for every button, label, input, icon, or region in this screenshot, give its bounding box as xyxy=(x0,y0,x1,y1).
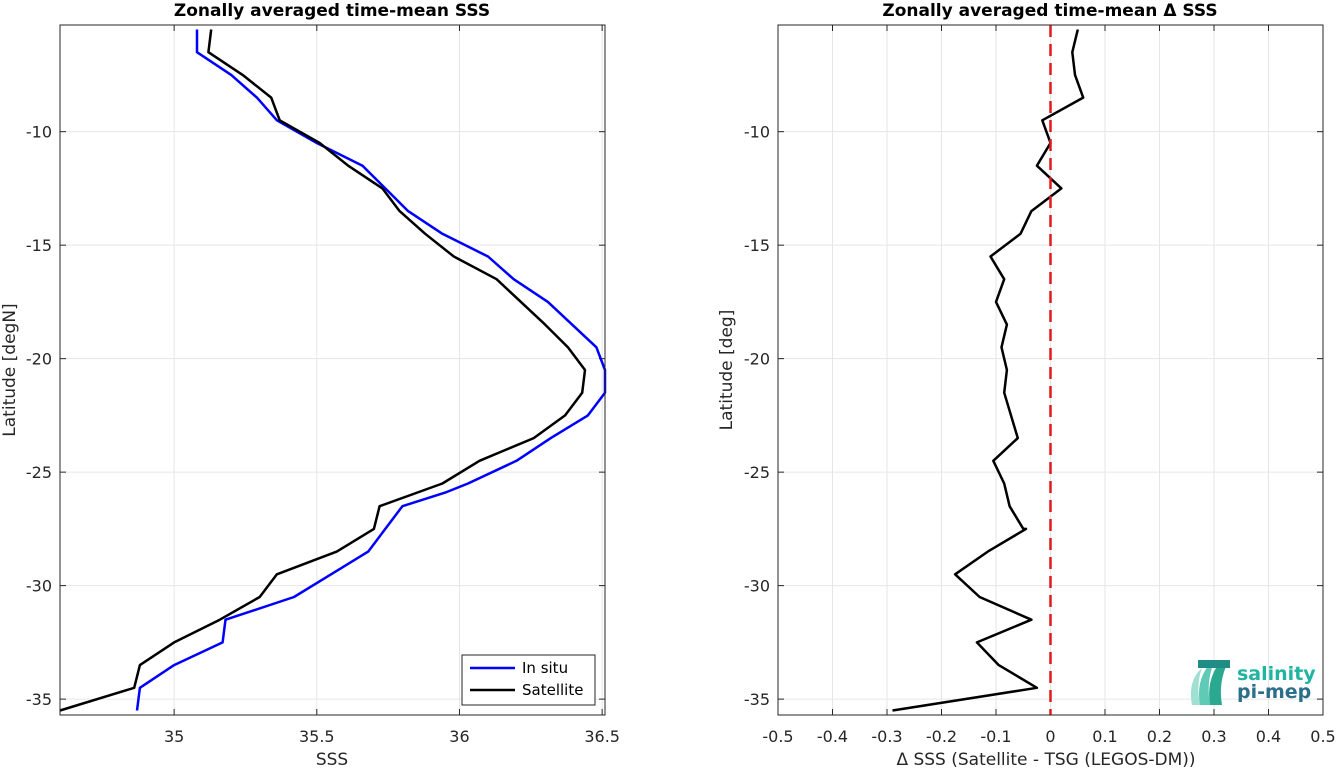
y-axis-label-sss: Latitude [degN] xyxy=(0,303,20,436)
y-tick-label: -15 xyxy=(744,236,770,255)
x-axis-label-sss: SSS xyxy=(316,750,348,769)
y-tick-label: -15 xyxy=(26,236,52,255)
x-tick-label: 0 xyxy=(1045,727,1055,746)
legend: In situ Satellite xyxy=(461,654,596,706)
y-tick-label: -10 xyxy=(744,123,770,142)
x-tick-label: -0.5 xyxy=(762,727,793,746)
plot-area-sss xyxy=(60,25,605,715)
x-tick-label: 0.4 xyxy=(1256,727,1281,746)
x-tick-label: 0.5 xyxy=(1310,727,1335,746)
ticks-left: 35 35.5 36 36.5 -35 -30 -25 -20 -15 -10 xyxy=(26,25,620,746)
x-tick-label: -0.1 xyxy=(980,727,1011,746)
y-tick-label: -35 xyxy=(744,690,770,709)
x-tick-label: -0.2 xyxy=(926,727,957,746)
series-line-satellite xyxy=(59,29,587,712)
panel-delta-sss: -0.5 -0.4 -0.3 -0.2 -0.1 0 0.1 0.2 0.3 0.4 0.5 -35 -… xyxy=(717,1,1336,769)
axes-box-delta-sss xyxy=(777,24,1324,716)
panel-sss: 35 35.5 36 36.5 -35 -30 -25 -20 -15 -10 Zonally a… xyxy=(0,1,620,769)
y-tick-label: -10 xyxy=(26,123,52,142)
x-tick-label: 36 xyxy=(449,727,469,746)
y-tick-label: -30 xyxy=(26,577,52,596)
y-tick-label: -25 xyxy=(744,463,770,482)
x-tick-label: 0.2 xyxy=(1147,727,1172,746)
salinity-pimep-logo: salinity pi-mep xyxy=(1190,660,1316,705)
legend-label-satellite: Satellite xyxy=(522,681,583,699)
legend-box xyxy=(461,654,596,706)
chart-title-sss: Zonally averaged time-mean SSS xyxy=(174,1,490,21)
chart-title-delta-sss: Zonally averaged time-mean Δ SSS xyxy=(882,1,1217,21)
y-axis-label-delta-sss: Latitude [deg] xyxy=(717,310,737,431)
legend-label-in-situ: In situ xyxy=(522,659,568,677)
y-tick-label: -20 xyxy=(744,350,770,369)
series-right xyxy=(892,25,1085,715)
x-tick-label: 36.5 xyxy=(584,727,620,746)
ticks-right: -0.5 -0.4 -0.3 -0.2 -0.1 0 0.1 0.2 0.3 0.4 0.5 -35 -… xyxy=(744,25,1336,746)
y-tick-label: -30 xyxy=(744,577,770,596)
x-tick-label: -0.4 xyxy=(817,727,848,746)
logo-text-pi-mep: pi-mep xyxy=(1237,681,1311,703)
x-tick-label: 0.3 xyxy=(1201,727,1226,746)
x-tick-label: 35.5 xyxy=(299,727,335,746)
x-tick-label: 0.1 xyxy=(1092,727,1117,746)
x-axis-label-delta-sss: Δ SSS (Satellite - TSG (LEGOS-DM)) xyxy=(896,750,1195,769)
x-tick-label: -0.3 xyxy=(871,727,902,746)
logo-text-salinity: salinity xyxy=(1237,663,1316,685)
axes-box-sss xyxy=(59,24,606,716)
y-tick-label: -20 xyxy=(26,350,52,369)
waves-icon xyxy=(1190,660,1230,705)
x-tick-label: 35 xyxy=(164,727,184,746)
y-tick-label: -35 xyxy=(26,690,52,709)
y-tick-label: -25 xyxy=(26,463,52,482)
